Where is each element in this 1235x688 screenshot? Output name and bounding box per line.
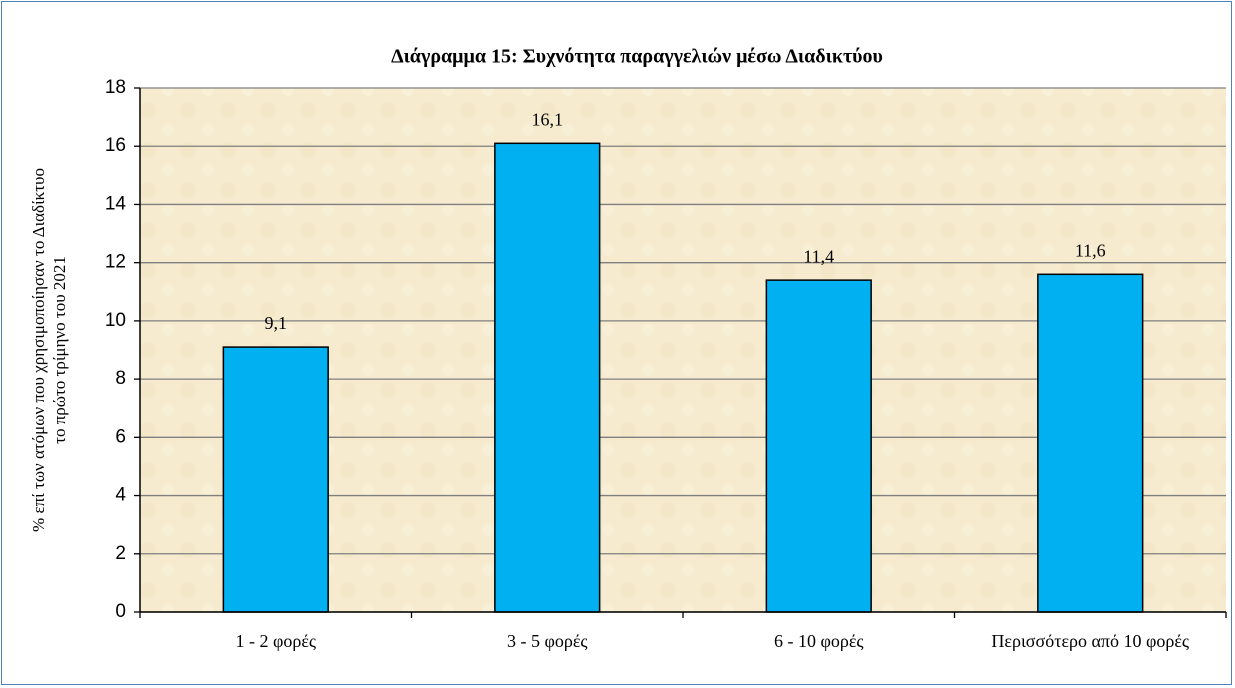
value-label: 11,4: [803, 246, 834, 266]
y-label-line: το πρώτο τρίμηνο του 2021: [50, 256, 69, 444]
y-tick-label: 2: [115, 543, 126, 564]
y-label-line: % επί των ατόμων που χρησιμοποίησαν το Δ…: [29, 168, 48, 532]
x-tick-label: 3 - 5 φορές: [506, 631, 588, 651]
y-tick-label: 14: [105, 193, 127, 214]
y-tick-label: 10: [105, 310, 126, 331]
x-tick-label: Περισσότερο από 10 φορές: [991, 631, 1190, 651]
value-label: 9,1: [265, 313, 288, 333]
y-tick-label: 6: [115, 426, 126, 447]
x-tick-label: 1 - 2 φορές: [235, 631, 317, 651]
value-label: 11,6: [1075, 240, 1106, 260]
y-tick-label: 4: [115, 485, 126, 506]
chart-title: Διάγραμμα 15: Συχνότητα παραγγελιών μέσω…: [391, 46, 883, 68]
y-tick-label: 8: [115, 368, 126, 389]
bar: [765, 279, 872, 613]
x-tick-label: 6 - 10 φορές: [773, 631, 864, 651]
bar: [494, 142, 601, 613]
y-tick-label: 18: [105, 77, 126, 98]
bar: [1037, 273, 1144, 613]
y-tick-label: 0: [115, 601, 126, 622]
bar: [222, 346, 329, 613]
y-axis-label: % επί των ατόμων που χρησιμοποίησαν το Δ…: [29, 168, 69, 532]
value-label: 16,1: [532, 109, 564, 129]
y-tick-label: 16: [105, 135, 126, 156]
y-tick-label: 12: [105, 252, 126, 273]
